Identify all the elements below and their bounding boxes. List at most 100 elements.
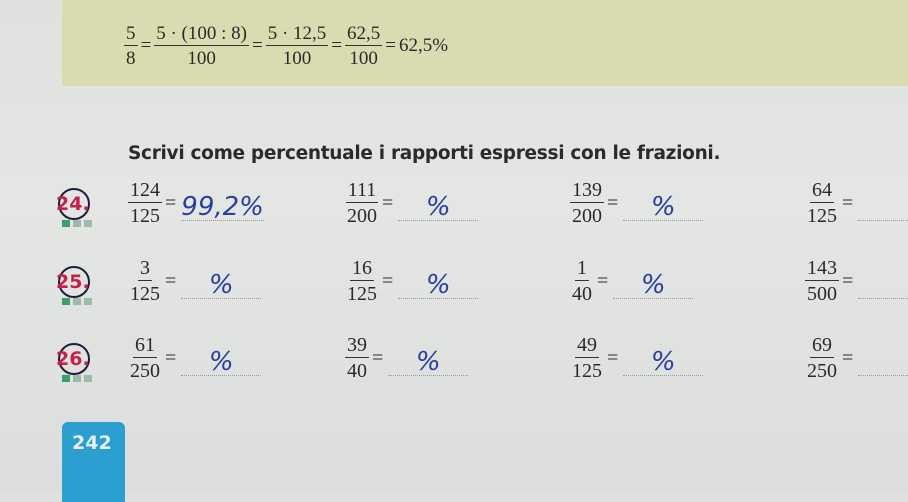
fraction: 49 125 xyxy=(570,335,604,381)
equals-sign: = xyxy=(165,346,177,369)
fraction: 61 250 xyxy=(128,335,162,381)
numerator: 49 xyxy=(575,334,599,358)
equals-sign: = xyxy=(607,191,619,214)
fraction: 69 250 xyxy=(805,335,839,381)
answer-field[interactable]: % xyxy=(181,341,262,377)
numerator: 69 xyxy=(810,334,834,358)
numerator: 111 xyxy=(345,179,379,203)
fraction: 124 125 xyxy=(128,180,162,226)
example-formula: 5 8 = 5 · (100 : 8) 100 = 5 · 12,5 100 = 62,5 100 =… xyxy=(124,24,448,68)
exercise-number-badge: 24. xyxy=(56,188,90,220)
denominator: 125 xyxy=(347,283,377,305)
handwritten-answer: % xyxy=(650,346,676,377)
equals-sign: = xyxy=(165,269,177,292)
exercise-item: 16 125 =% xyxy=(345,258,479,304)
exercise-item: 39 40 =% xyxy=(345,334,469,382)
numerator: 39 xyxy=(345,334,369,358)
exercise-number-badge: 25. xyxy=(56,266,90,298)
answer-field[interactable]: % xyxy=(181,264,262,300)
exercise-number: 24. xyxy=(56,193,90,215)
answer-field[interactable]: % xyxy=(623,186,704,222)
exercise-item: 143 500 = xyxy=(805,258,908,304)
denominator: 200 xyxy=(572,205,602,227)
difficulty-indicator xyxy=(62,220,92,227)
answer-field[interactable] xyxy=(858,264,908,299)
numerator: 61 xyxy=(133,334,157,358)
exercise-item: 49 125 =% xyxy=(570,335,704,381)
denominator: 125 xyxy=(130,205,160,227)
equals-sign: = xyxy=(331,35,342,56)
denominator: 125 xyxy=(807,205,837,227)
page-number-tab: 242 xyxy=(62,422,125,502)
exercise-row: 25. 3 125 =% 16 125 =% 1 40 =% 143 500 = xyxy=(0,258,908,318)
handwritten-answer: 99,2% xyxy=(181,191,264,222)
equals-sign: = xyxy=(842,269,854,292)
answer-field[interactable]: % xyxy=(398,264,479,300)
answer-field[interactable] xyxy=(858,341,908,376)
numerator: 62,5 xyxy=(345,23,383,46)
exercise-item: 139 200 =% xyxy=(570,180,704,226)
handwritten-answer: % xyxy=(640,269,666,300)
handwritten-answer: % xyxy=(650,191,676,222)
fraction: 64 125 xyxy=(805,180,839,226)
denominator: 100 xyxy=(349,48,378,69)
example-box xyxy=(62,0,908,86)
fraction: 5 · (100 : 8) 100 xyxy=(154,24,249,68)
denominator: 250 xyxy=(130,360,160,382)
answer-field[interactable]: % xyxy=(623,341,704,377)
numerator: 5 · (100 : 8) xyxy=(154,23,249,46)
fraction: 1 40 xyxy=(570,258,594,304)
exercise-heading: Scrivi come percentuale i rapporti espre… xyxy=(128,143,721,164)
equals-sign: = xyxy=(140,35,152,56)
denominator: 40 xyxy=(347,360,367,382)
equals-sign: = xyxy=(842,191,854,214)
numerator: 124 xyxy=(128,179,162,203)
fraction: 16 125 xyxy=(345,258,379,304)
equals-sign: = xyxy=(842,346,854,369)
fraction: 3 125 xyxy=(128,258,162,304)
equals-sign: = xyxy=(165,191,177,214)
equals-sign: = xyxy=(607,346,619,369)
denominator: 250 xyxy=(807,360,837,382)
denominator: 500 xyxy=(807,283,837,305)
equals-sign: = xyxy=(251,35,263,56)
fraction: 143 500 xyxy=(805,258,839,304)
answer-field[interactable] xyxy=(858,186,908,221)
exercise-item: 69 250 = xyxy=(805,335,908,381)
denominator: 125 xyxy=(572,360,602,382)
example-result: 62,5% xyxy=(398,35,449,56)
exercise-number: 25. xyxy=(56,271,90,293)
handwritten-answer: % xyxy=(425,191,451,222)
fraction: 62,5 100 xyxy=(345,23,383,69)
answer-field[interactable]: 99,2% xyxy=(181,186,264,221)
denominator: 100 xyxy=(282,48,312,69)
numerator: 143 xyxy=(805,257,839,281)
exercise-item: 61 250 =% xyxy=(128,335,262,381)
exercise-number-badge: 26. xyxy=(56,343,90,375)
handwritten-answer: % xyxy=(208,269,234,300)
denominator: 100 xyxy=(187,48,216,69)
answer-field[interactable]: % xyxy=(398,186,479,222)
equals-sign: = xyxy=(385,35,396,56)
exercise-number: 26. xyxy=(56,348,90,370)
handwritten-answer: % xyxy=(208,346,234,377)
numerator: 3 xyxy=(138,257,152,281)
denominator: 40 xyxy=(572,283,592,305)
handwritten-answer: % xyxy=(425,269,451,300)
fraction: 5 · 12,5 100 xyxy=(265,24,329,69)
answer-field[interactable]: % xyxy=(613,264,694,300)
exercise-item: 124 125 = 99,2% xyxy=(128,180,264,226)
numerator: 1 xyxy=(575,257,589,281)
fraction: 111 200 xyxy=(345,180,379,226)
equals-sign: = xyxy=(382,269,394,292)
exercise-item: 64 125 = xyxy=(805,180,908,226)
equals-sign: = xyxy=(372,346,384,369)
answer-field[interactable]: % xyxy=(388,341,469,377)
numerator: 139 xyxy=(570,179,604,203)
fraction: 139 200 xyxy=(570,180,604,226)
equals-sign: = xyxy=(597,269,609,292)
page-number: 242 xyxy=(72,432,112,454)
numerator: 16 xyxy=(350,257,374,281)
handwritten-answer: % xyxy=(415,346,441,377)
